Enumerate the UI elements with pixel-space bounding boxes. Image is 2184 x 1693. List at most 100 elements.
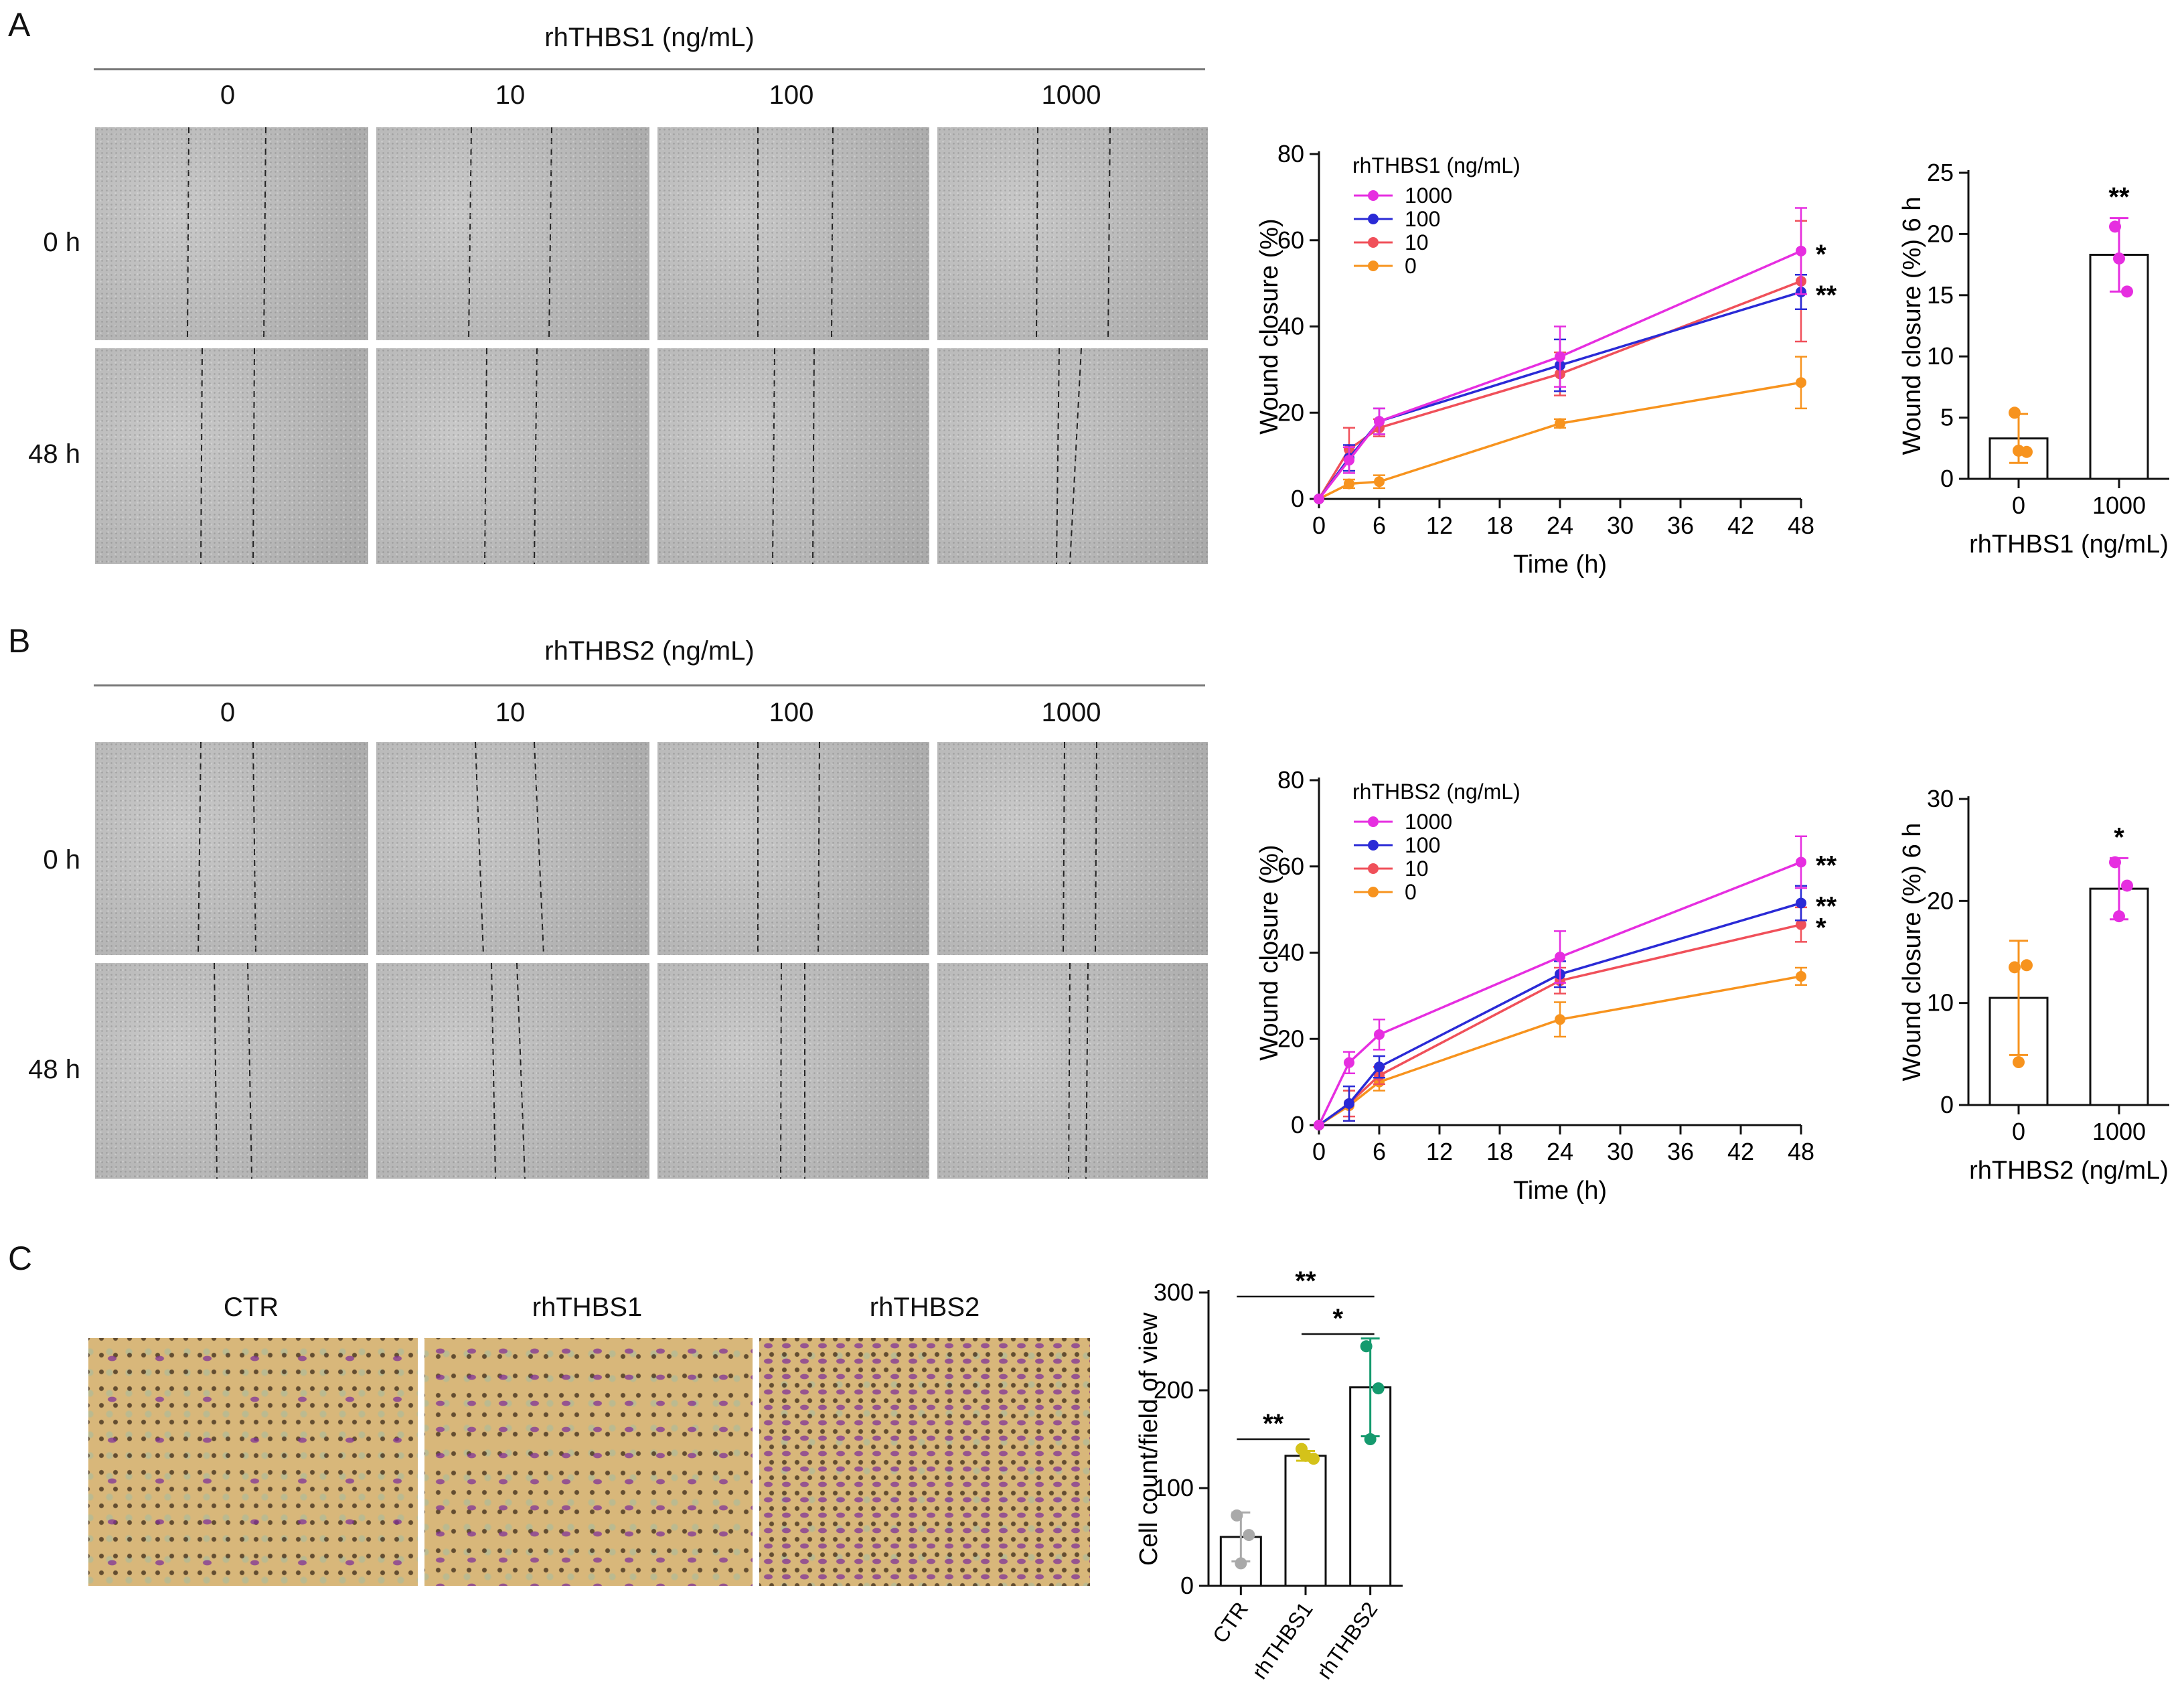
y-tick-label: 60 <box>1277 853 1304 880</box>
scratch-lines <box>468 127 552 340</box>
y-tick-label: 0 <box>1291 1111 1304 1138</box>
y-tick-label: 0 <box>1291 485 1304 512</box>
comparison-label: ** <box>1263 1409 1284 1439</box>
legend-swatch-dot <box>1368 261 1379 271</box>
y-tick-label: 300 <box>1154 1278 1194 1306</box>
panel-b-row-0h: 0 h <box>43 845 80 875</box>
micrograph-a-100-48h <box>657 348 929 564</box>
x-tick-label: 30 <box>1607 512 1634 539</box>
x-tick-label: rhTHBS1 <box>1247 1597 1318 1683</box>
y-tick-label: 40 <box>1277 939 1304 966</box>
chart-b-wound-closure-time: 0 20 40 60 80 0 6 12 18 24 30 36 42 48 Time (h) Wound c… <box>1255 766 1837 1205</box>
legend-entry: 0 <box>1405 254 1417 278</box>
replicate-point <box>2109 856 2121 869</box>
micrograph-a-100-0h <box>657 127 929 340</box>
panel-c-letter: C <box>8 1240 33 1277</box>
legend-title: rhTHBS1 (ng/mL) <box>1352 153 1520 177</box>
panel-b-row-48h: 48 h <box>28 1055 80 1084</box>
replicate-point <box>1360 1340 1373 1353</box>
replicate-point <box>2009 407 2021 419</box>
data-point-1000 <box>1555 951 1565 962</box>
legend-entry: 10 <box>1405 857 1429 881</box>
significance-marker: * <box>2114 822 2124 852</box>
replicate-point <box>2021 959 2033 972</box>
y-tick-label: 30 <box>1927 785 1954 812</box>
legend-entry: 100 <box>1405 833 1440 857</box>
x-axis-label: Time (h) <box>1513 1177 1607 1205</box>
replicate-point <box>2009 961 2021 974</box>
transwell-image-ctr <box>88 1338 418 1586</box>
x-tick-label: 42 <box>1727 512 1754 539</box>
micrograph-b-10-0h <box>376 742 649 955</box>
y-tick-label: 20 <box>1277 398 1304 426</box>
replicate-point <box>2121 879 2133 892</box>
scratch-lines <box>198 742 256 955</box>
replicate-point <box>1231 1509 1243 1522</box>
chart-b-wound-closure-6h: 0 10 20 30 0 1000 * rhTHBS2 (ng/mL) Wound closur… <box>1898 785 2169 1185</box>
x-tick-label: 36 <box>1667 512 1694 539</box>
panel-a-header-rule <box>94 68 1205 70</box>
panel-a-letter: A <box>8 6 31 44</box>
x-tick-label: 18 <box>1486 512 1513 539</box>
y-tick-label: 0 <box>1940 1091 1954 1118</box>
legend-entry: 0 <box>1405 880 1417 904</box>
data-point-1000 <box>1344 455 1354 466</box>
series-line-0 <box>1318 975 1802 1126</box>
series-line-0 <box>1318 381 1802 500</box>
y-axis-label: Cell count/field of view <box>1135 1312 1163 1566</box>
significance-100: ** <box>1816 281 1837 310</box>
y-tick-label: 60 <box>1277 226 1304 254</box>
data-point-1000 <box>1796 857 1806 868</box>
y-tick-label: 25 <box>1927 159 1954 186</box>
legend-swatch-dot <box>1368 887 1379 897</box>
micrograph-b-10-48h <box>376 963 649 1179</box>
x-tick-label: 1000 <box>2092 1118 2146 1145</box>
micrograph-b-0-0h <box>95 742 368 955</box>
y-axis-label: Wound closure (%) <box>1255 844 1283 1060</box>
data-point-100 <box>1374 1061 1385 1073</box>
significance-1000: * <box>1816 240 1826 269</box>
legend-swatch-dot <box>1368 237 1379 248</box>
legend-entry: 10 <box>1405 230 1429 254</box>
micrograph-a-0-0h <box>95 127 368 340</box>
significance-10: * <box>1816 913 1826 943</box>
panel-b-conc-100: 100 <box>769 698 814 727</box>
replicate-point <box>2113 910 2125 923</box>
data-point-1000 <box>1374 1029 1385 1040</box>
replicate-point <box>1372 1382 1385 1395</box>
panel-c-label-ctr: CTR <box>223 1293 279 1322</box>
scratch-lines <box>187 127 266 340</box>
bar-rhTHBS1 <box>1284 1455 1327 1587</box>
y-tick-label: 10 <box>1927 989 1954 1017</box>
replicate-point <box>1300 1449 1312 1462</box>
replicate-point <box>2013 1056 2025 1069</box>
y-tick-label: 0 <box>1180 1572 1194 1599</box>
x-tick-label: 42 <box>1727 1138 1754 1165</box>
y-tick-label: 15 <box>1927 281 1954 309</box>
transwell-image-rhthbs2 <box>759 1338 1090 1586</box>
scratch-lines <box>757 127 834 340</box>
x-tick-label: rhTHBS2 <box>1312 1597 1382 1683</box>
legend-entry: 100 <box>1405 207 1440 231</box>
y-tick-label: 20 <box>1927 887 1954 914</box>
comparison-label: * <box>1333 1304 1344 1333</box>
significance-1000: ** <box>1816 851 1837 880</box>
replicate-point <box>2013 444 2025 457</box>
data-point-100 <box>1796 897 1806 909</box>
x-tick-label: 6 <box>1373 1138 1386 1165</box>
y-tick-label: 20 <box>1927 220 1954 247</box>
data-point-1000 <box>1374 416 1385 427</box>
x-tick-label: 0 <box>2012 492 2025 519</box>
panel-b-conc-0: 0 <box>220 698 236 727</box>
y-tick-label: 20 <box>1277 1025 1304 1052</box>
replicate-point <box>1364 1433 1377 1445</box>
legend-title: rhTHBS2 (ng/mL) <box>1352 780 1520 804</box>
scratch-lines <box>491 963 526 1179</box>
data-point-1000 <box>1796 245 1806 256</box>
legend-entry: 1000 <box>1405 810 1452 834</box>
x-tick-label: 12 <box>1426 512 1453 539</box>
x-tick-label: CTR <box>1208 1597 1253 1647</box>
panel-b-conc-1000: 1000 <box>1041 698 1101 727</box>
panel-a-row-0h: 0 h <box>43 228 80 257</box>
